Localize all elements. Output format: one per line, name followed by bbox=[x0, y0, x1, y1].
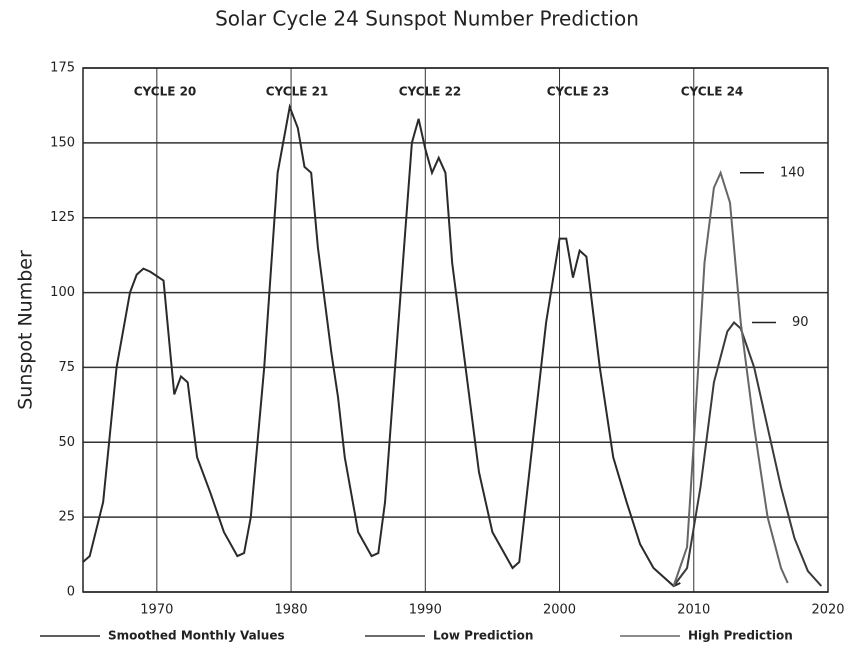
y-tick-label: 175 bbox=[50, 61, 75, 76]
chart-title: Solar Cycle 24 Sunspot Number Prediction bbox=[215, 7, 639, 31]
legend-label: Low Prediction bbox=[433, 629, 533, 643]
y-axis-label: Sunspot Number bbox=[15, 250, 37, 410]
data-line bbox=[82, 103, 681, 588]
x-tick-label: 2010 bbox=[677, 603, 710, 618]
cycle-label: CYCLE 20 bbox=[134, 85, 197, 99]
cycle-label: CYCLE 23 bbox=[547, 85, 610, 99]
peak-label: 90 bbox=[792, 315, 809, 330]
peak-label: 140 bbox=[780, 165, 805, 180]
y-tick-label: 25 bbox=[58, 510, 75, 525]
legend-label: High Prediction bbox=[688, 629, 793, 643]
x-tick-label: 1990 bbox=[409, 603, 442, 618]
x-tick-label: 1970 bbox=[140, 603, 173, 618]
cycle-label: CYCLE 21 bbox=[266, 85, 329, 99]
y-tick-label: 75 bbox=[58, 360, 75, 375]
plot-frame bbox=[82, 67, 829, 593]
x-tick-label: 2000 bbox=[543, 603, 576, 618]
legend-label: Smoothed Monthly Values bbox=[108, 629, 285, 643]
data-line bbox=[672, 169, 789, 587]
y-tick-label: 150 bbox=[50, 135, 75, 150]
y-tick-label: 100 bbox=[50, 285, 75, 300]
cycle-label: CYCLE 24 bbox=[681, 85, 744, 99]
y-tick-label: 0 bbox=[67, 585, 75, 600]
y-tick-label: 50 bbox=[58, 435, 75, 450]
x-tick-label: 2020 bbox=[811, 603, 844, 618]
x-tick-label: 1980 bbox=[275, 603, 308, 618]
data-line bbox=[672, 321, 823, 587]
cycle-label: CYCLE 22 bbox=[399, 85, 462, 99]
y-tick-label: 125 bbox=[50, 210, 75, 225]
